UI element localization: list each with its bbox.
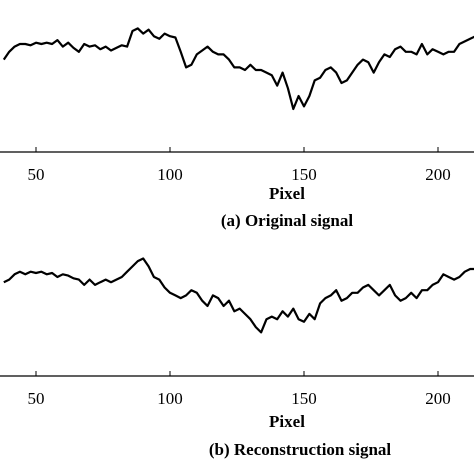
panel-b-x-ticks: 50 100 150 200 bbox=[28, 371, 451, 408]
panel-a-series-line bbox=[2, 27, 474, 111]
panel-b-tick-label-50: 50 bbox=[28, 389, 45, 408]
panel-b-xlabel: Pixel bbox=[269, 412, 305, 431]
panel-a-tick-label-50: 50 bbox=[28, 165, 45, 184]
panel-b-tick-label-100: 100 bbox=[157, 389, 183, 408]
panel-b-tick-label-200: 200 bbox=[425, 389, 451, 408]
panel-b-series-line bbox=[3, 257, 474, 334]
panel-a-caption: (a) Original signal bbox=[221, 211, 354, 230]
panel-b: 50 100 150 200 Pixel (b) Reconstruction sig… bbox=[0, 257, 474, 459]
panel-a-tick-label-200: 200 bbox=[425, 165, 451, 184]
panel-b-caption: (b) Reconstruction signal bbox=[209, 440, 392, 459]
panel-b-tick-label-150: 150 bbox=[291, 389, 317, 408]
panel-a: 50 100 150 200 Pixel (a) Original signal bbox=[0, 0, 474, 230]
panel-a-x-ticks: 50 100 150 200 bbox=[28, 147, 451, 184]
panel-a-xlabel: Pixel bbox=[269, 184, 305, 203]
panel-a-axes-box bbox=[0, 0, 474, 152]
panel-a-tick-label-150: 150 bbox=[291, 165, 317, 184]
panel-a-tick-label-100: 100 bbox=[157, 165, 183, 184]
